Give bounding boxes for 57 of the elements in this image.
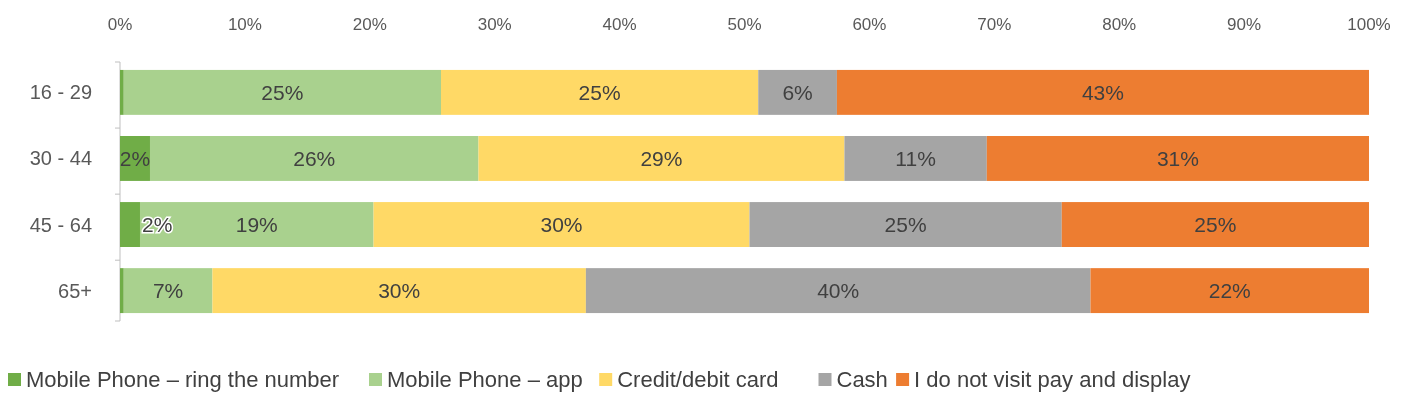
bar xyxy=(986,136,1369,181)
x-tick-label: 0% xyxy=(107,15,133,34)
legend-label: Cash xyxy=(836,367,888,392)
bar xyxy=(749,202,1062,247)
bar xyxy=(440,69,759,115)
bar xyxy=(120,202,140,247)
x-tick-label: 40% xyxy=(602,15,637,34)
bar xyxy=(836,69,1369,115)
bar xyxy=(1090,268,1369,314)
data-label: 6% xyxy=(782,80,813,104)
x-tick-label: 20% xyxy=(352,15,387,34)
y-tick-label: 16 - 29 xyxy=(29,81,92,104)
y-tick-label: 30 - 44 xyxy=(29,147,92,170)
data-label: 31% xyxy=(1156,146,1199,170)
data-label: 2% xyxy=(119,146,151,170)
data-label: 22% xyxy=(1208,278,1251,302)
legend-label: Mobile Phone – app xyxy=(387,367,583,392)
x-tick-label: 60% xyxy=(852,15,887,34)
bar xyxy=(120,69,124,115)
data-label: 25% xyxy=(578,80,621,104)
x-tick-label: 50% xyxy=(727,15,762,34)
x-tick-label: 90% xyxy=(1227,15,1262,34)
data-label: 7% xyxy=(152,278,184,302)
bar xyxy=(373,202,750,247)
x-tick-label: 100% xyxy=(1347,15,1391,34)
data-label: 19% xyxy=(235,212,278,236)
bar xyxy=(139,202,374,247)
bar xyxy=(120,268,124,314)
data-label: 29% xyxy=(640,146,683,170)
data-label: 25% xyxy=(261,80,304,104)
x-tick-label: 80% xyxy=(1102,15,1137,34)
x-tick-label: 10% xyxy=(227,15,262,34)
bar xyxy=(123,268,213,314)
bar xyxy=(149,136,479,181)
data-label: 26% xyxy=(293,146,336,170)
data-label: 30% xyxy=(378,278,421,302)
data-label: 25% xyxy=(1194,212,1237,236)
x-tick-label: 70% xyxy=(977,15,1012,34)
bar xyxy=(1061,202,1369,247)
data-label: 43% xyxy=(1081,80,1124,104)
data-label: 40% xyxy=(817,278,860,302)
bar xyxy=(844,136,987,181)
bar xyxy=(585,268,1091,314)
legend-label: Credit/debit card xyxy=(617,367,779,392)
legend-label: Mobile Phone – ring the number xyxy=(26,367,340,392)
y-tick-label: 45 - 64 xyxy=(29,213,92,236)
bar xyxy=(478,136,845,181)
x-tick-label: 30% xyxy=(477,15,512,34)
data-label: 25% xyxy=(884,212,927,236)
data-label: 2% xyxy=(141,212,173,236)
y-tick-label: 65+ xyxy=(58,279,92,302)
legend-label: I do not visit pay and display xyxy=(914,367,1191,392)
bar xyxy=(212,268,586,314)
data-label: 11% xyxy=(895,146,936,170)
data-label: 30% xyxy=(540,212,583,236)
bar xyxy=(123,69,441,115)
bar xyxy=(758,69,837,115)
